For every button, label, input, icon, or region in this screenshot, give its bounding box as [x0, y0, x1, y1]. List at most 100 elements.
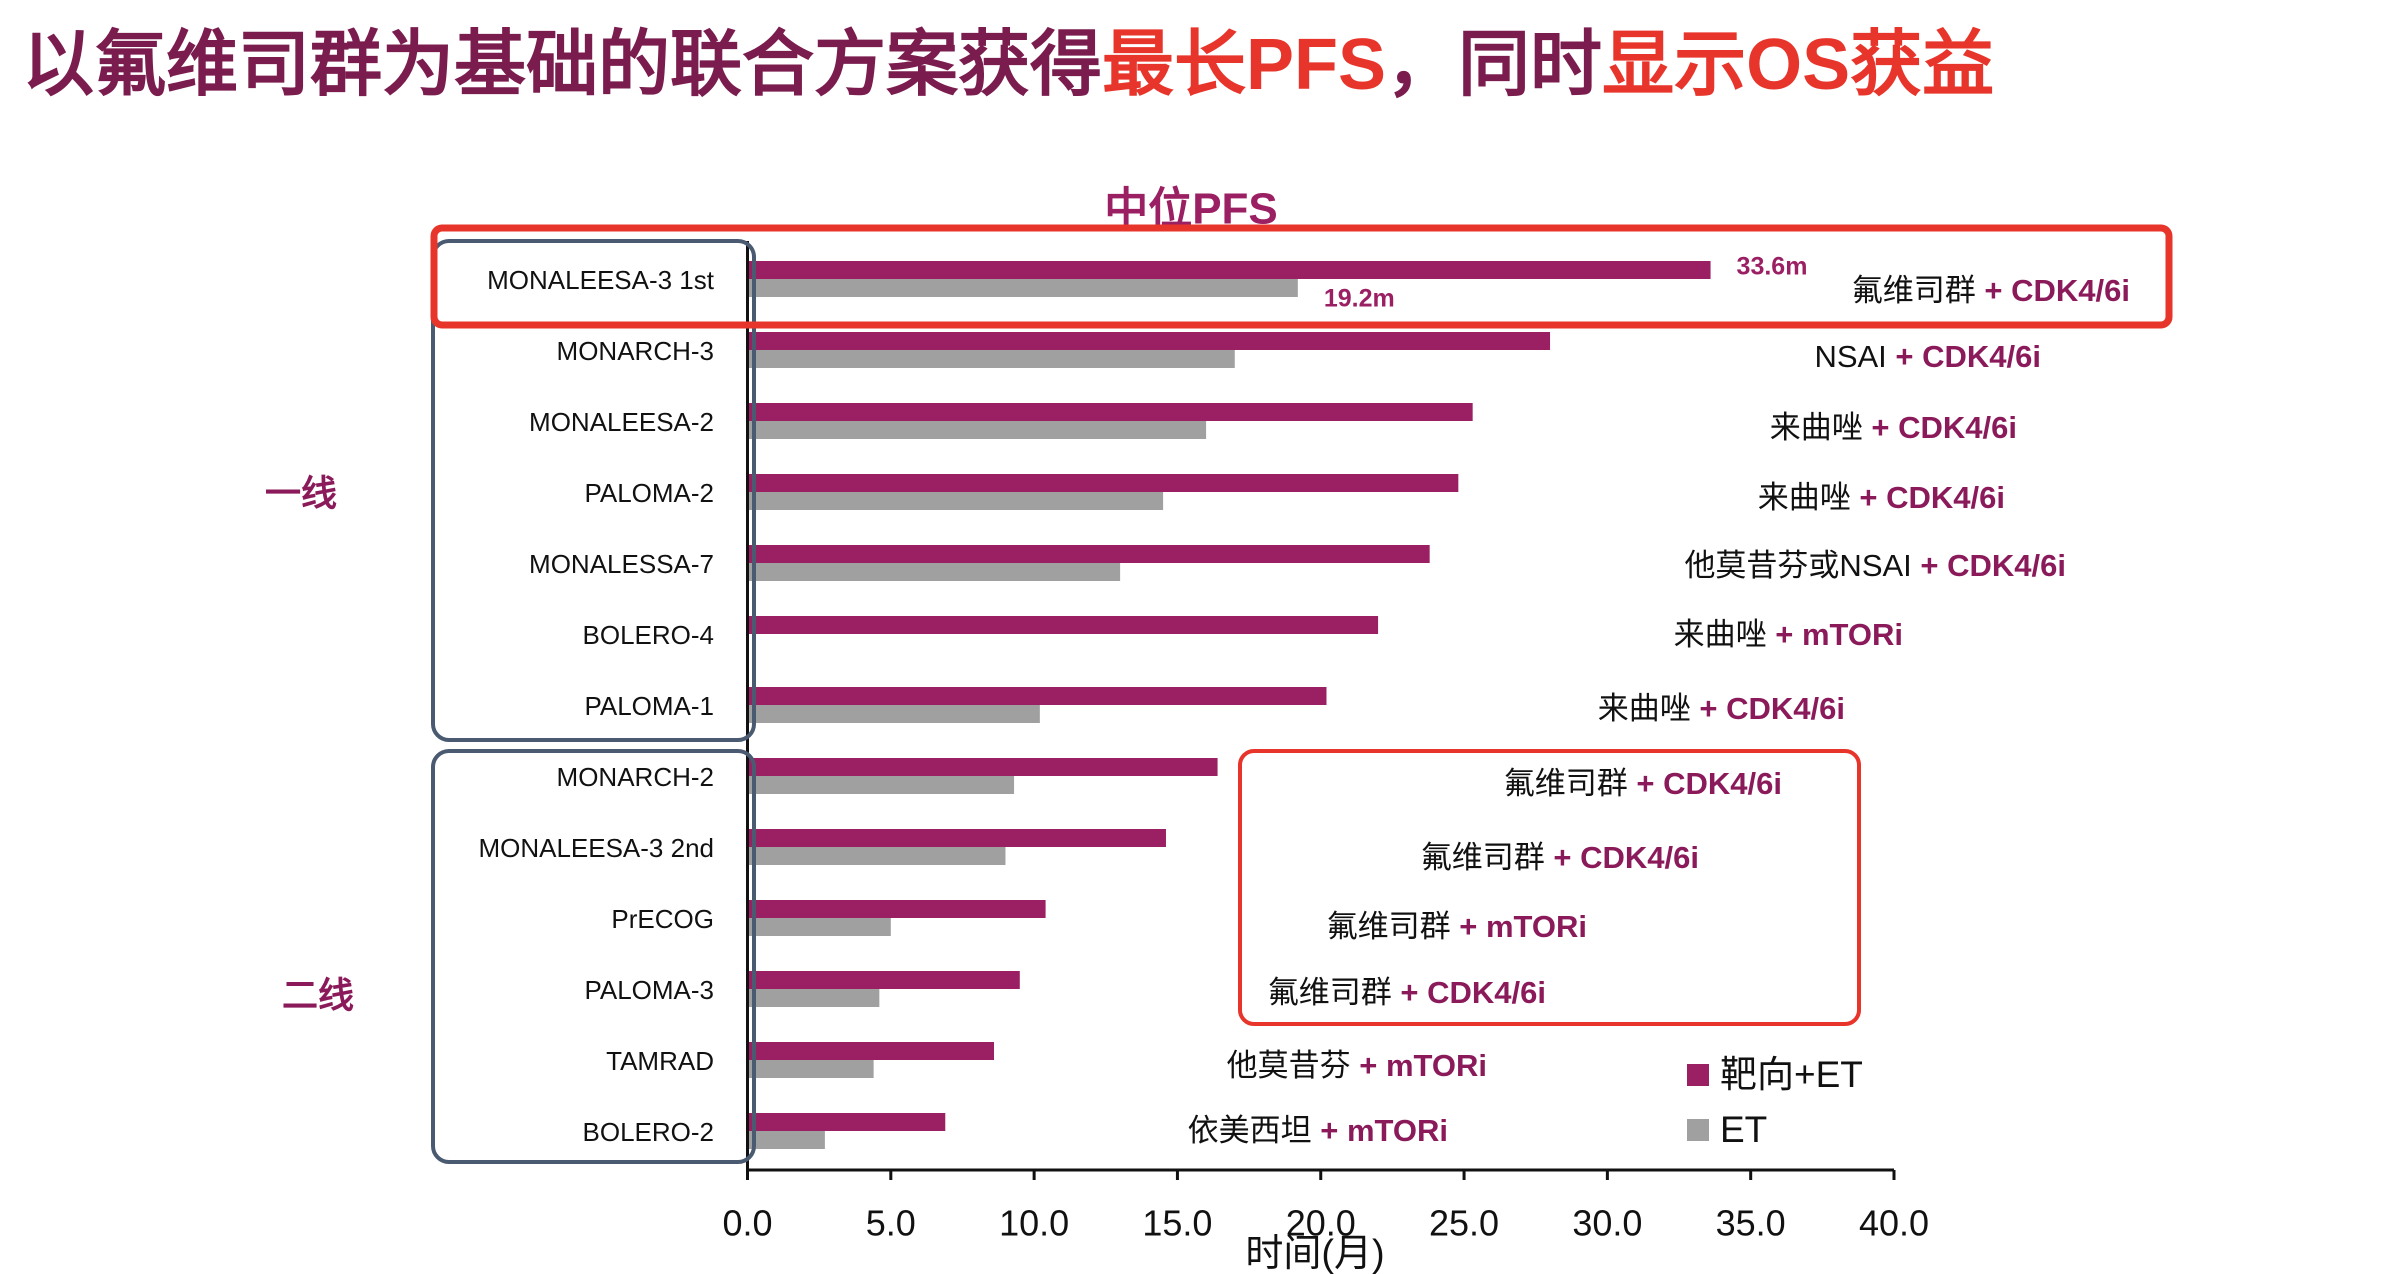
- regimen-label: 来曲唑 + CDK4/6i: [1758, 480, 2005, 515]
- bar: [747, 1042, 994, 1060]
- bar: [747, 1131, 825, 1149]
- bar: [747, 332, 1551, 350]
- category-label: MONALESSA-7: [529, 549, 714, 579]
- x-tick-label: 30.0: [1572, 1203, 1642, 1244]
- group-label: 二线: [282, 975, 354, 1016]
- regimen-add: + CDK4/6i: [1691, 691, 1845, 726]
- x-tick-label: 10.0: [999, 1203, 1069, 1244]
- regimen-add: + mTORi: [1451, 909, 1587, 944]
- regimen-add: + CDK4/6i: [1545, 840, 1699, 875]
- regimen-label: NSAI + CDK4/6i: [1814, 339, 2041, 374]
- group-box: [431, 749, 756, 1164]
- category-label: PALOMA-1: [584, 691, 714, 721]
- category-label: PALOMA-3: [584, 975, 714, 1005]
- highlight-box: [430, 224, 2173, 329]
- regimen-base: 氟维司群: [1421, 840, 1545, 875]
- regimen-label: 他莫昔芬或NSAI + CDK4/6i: [1684, 548, 2066, 583]
- bar: [747, 403, 1473, 421]
- group-label: 一线: [265, 473, 337, 514]
- x-tick-label: 40.0: [1859, 1203, 1929, 1244]
- regimen-base: 氟维司群: [1852, 273, 1976, 308]
- regimen-add: + CDK4/6i: [1392, 975, 1546, 1010]
- regimen-base: 他莫昔芬: [1227, 1048, 1351, 1083]
- regimen-add: + CDK4/6i: [1628, 766, 1782, 801]
- bar: [747, 918, 891, 936]
- regimen-base: 氟维司群: [1327, 909, 1451, 944]
- regimen-add: + mTORi: [1312, 1113, 1448, 1148]
- regimen-add: + CDK4/6i: [1863, 410, 2017, 445]
- bar: [747, 705, 1040, 723]
- category-label: MONALEESA-3 1st: [487, 265, 715, 295]
- title-part: ，同时: [1386, 25, 1602, 105]
- category-label: MONARCH-2: [557, 762, 714, 792]
- regimen-add: + mTORi: [1351, 1048, 1487, 1083]
- regimen-add: + CDK4/6i: [1912, 548, 2066, 583]
- legend-swatch: [1687, 1119, 1709, 1141]
- bar: [747, 563, 1121, 581]
- category-label: MONALEESA-3 2nd: [478, 833, 714, 863]
- category-label: PALOMA-2: [584, 478, 714, 508]
- bar: [747, 261, 1711, 279]
- x-tick-label: 20.0: [1286, 1203, 1356, 1244]
- regimen-base: 他莫昔芬或NSAI: [1684, 548, 1911, 583]
- bar: [747, 279, 1298, 297]
- legend-label: 靶向+ET: [1720, 1054, 1863, 1095]
- bar: [747, 350, 1235, 368]
- regimen-base: 来曲唑: [1598, 691, 1691, 726]
- x-tick-label: 15.0: [1142, 1203, 1212, 1244]
- title-part: 以氟维司群为基础的联合方案获得: [22, 25, 1102, 105]
- bar: [747, 829, 1166, 847]
- regimen-label: 依美西坦 + mTORi: [1188, 1113, 1448, 1148]
- category-label: MONALEESA-2: [529, 407, 714, 437]
- bar: [747, 776, 1015, 794]
- regimen-add: + mTORi: [1767, 617, 1903, 652]
- bar: [747, 687, 1327, 705]
- value-label: 33.6m: [1737, 253, 1808, 281]
- regimen-add: + CDK4/6i: [1887, 339, 2041, 374]
- title-part: 最长PFS: [1102, 25, 1386, 105]
- regimen-label: 他莫昔芬 + mTORi: [1227, 1048, 1487, 1083]
- regimen-label: 氟维司群 + CDK4/6i: [1852, 273, 2130, 308]
- regimen-base: NSAI: [1814, 339, 1886, 374]
- regimen-label: 氟维司群 + CDK4/6i: [1421, 840, 1699, 875]
- category-label: BOLERO-4: [583, 620, 715, 650]
- regimen-base: 来曲唑: [1770, 410, 1863, 445]
- regimen-base: 来曲唑: [1758, 480, 1851, 515]
- bar: [747, 421, 1207, 439]
- category-label: TAMRAD: [606, 1046, 714, 1076]
- regimen-base: 氟维司群: [1504, 766, 1628, 801]
- category-label: BOLERO-2: [583, 1117, 715, 1147]
- regimen-label: 来曲唑 + CDK4/6i: [1598, 691, 1845, 726]
- x-axis-label: 时间(月): [1245, 1233, 1384, 1274]
- category-label: MONARCH-3: [557, 336, 714, 366]
- bar: [747, 758, 1218, 776]
- regimen-label: 来曲唑 + mTORi: [1674, 617, 1903, 652]
- x-tick-label: 5.0: [866, 1203, 916, 1244]
- regimen-base: 依美西坦: [1188, 1113, 1312, 1148]
- regimen-base: 氟维司群: [1268, 975, 1392, 1010]
- bar: [747, 492, 1164, 510]
- regimen-label: 氟维司群 + mTORi: [1327, 909, 1587, 944]
- bar: [747, 545, 1430, 563]
- regimen-label: 氟维司群 + CDK4/6i: [1504, 766, 1782, 801]
- legend-label: ET: [1720, 1109, 1767, 1150]
- bar: [747, 989, 880, 1007]
- regimen-label: 来曲唑 + CDK4/6i: [1770, 410, 2017, 445]
- regimen-add: + CDK4/6i: [1851, 480, 2005, 515]
- group-box: [431, 239, 756, 742]
- value-label: 19.2m: [1324, 285, 1395, 313]
- bar: [747, 474, 1459, 492]
- bar: [747, 616, 1379, 634]
- legend-swatch: [1687, 1064, 1709, 1086]
- regimen-add: + CDK4/6i: [1976, 273, 2130, 308]
- bar: [747, 900, 1046, 918]
- slide-title: 以氟维司群为基础的联合方案获得最长PFS，同时显示OS获益: [22, 25, 1994, 105]
- regimen-base: 来曲唑: [1674, 617, 1767, 652]
- title-part: 显示OS获益: [1602, 25, 1994, 105]
- highlight-box: [1238, 749, 1861, 1026]
- bar: [747, 971, 1020, 989]
- category-label: PrECOG: [611, 904, 714, 934]
- x-tick-label: 25.0: [1429, 1203, 1499, 1244]
- x-tick-label: 35.0: [1716, 1203, 1786, 1244]
